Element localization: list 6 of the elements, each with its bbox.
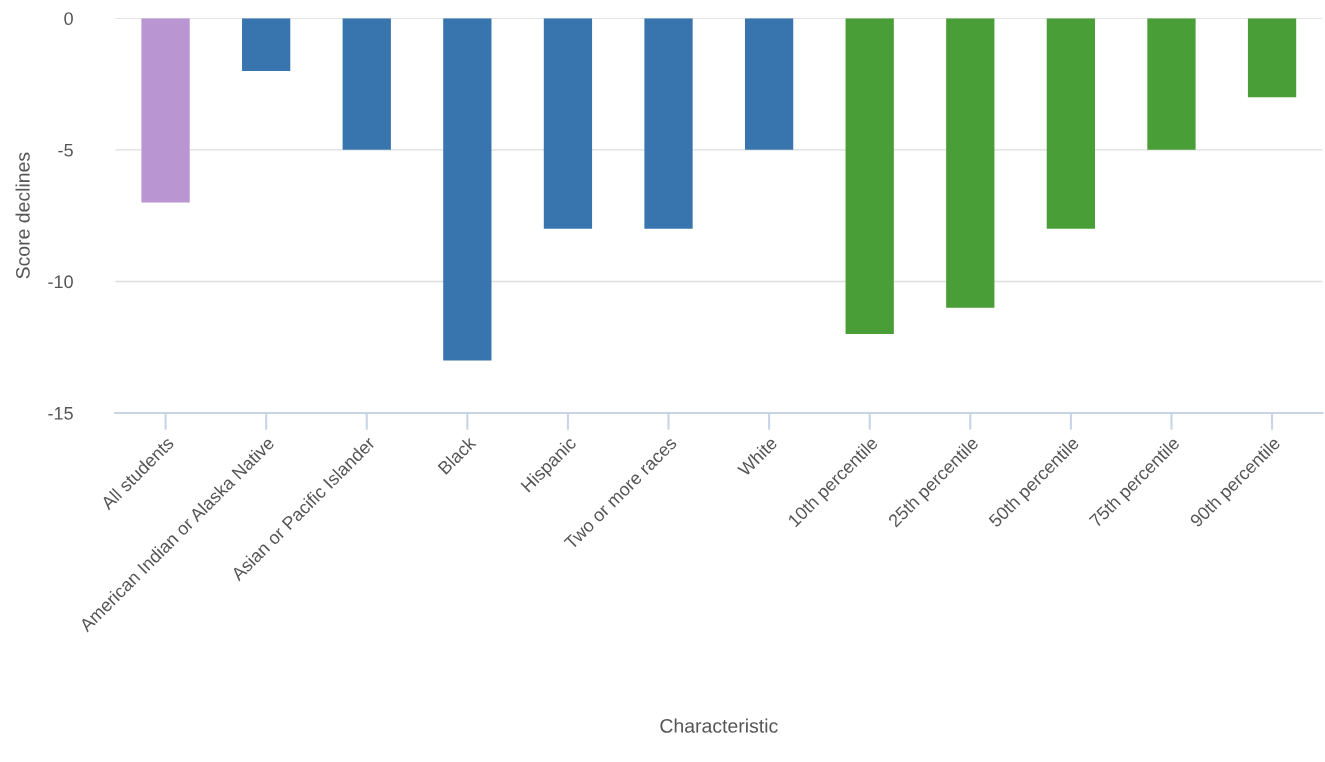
y-axis-title: Score declines xyxy=(15,152,30,279)
y-tick-label: 0 xyxy=(64,12,73,26)
y-tick-label: -15 xyxy=(48,407,73,420)
y-tick-label: -5 xyxy=(58,143,73,157)
x-axis-title: Characteristic xyxy=(660,718,778,733)
y-tick-label: -10 xyxy=(48,275,73,289)
